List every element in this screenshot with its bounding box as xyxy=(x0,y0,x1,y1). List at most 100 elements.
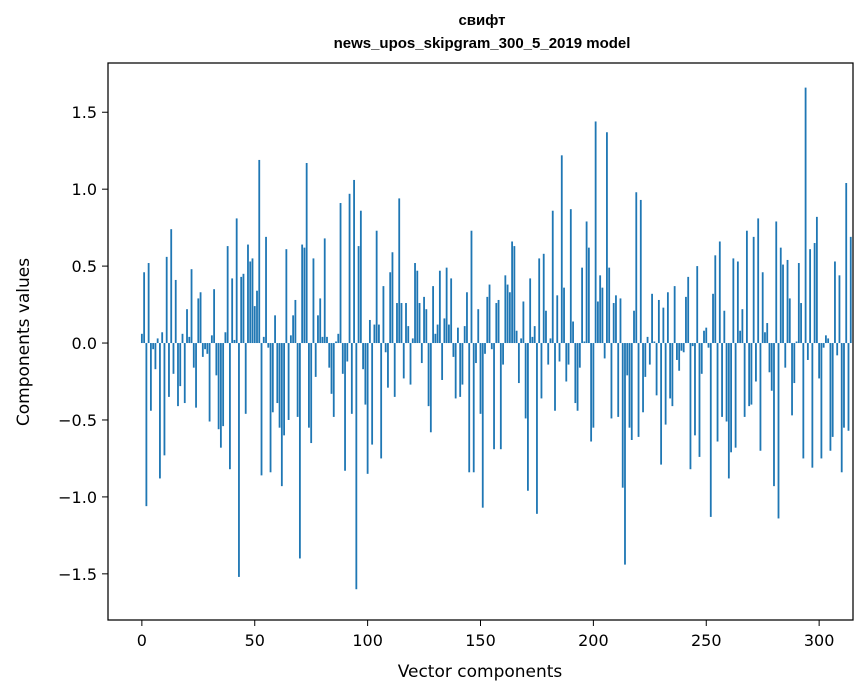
x-tick-label: 150 xyxy=(465,631,496,650)
bar-139 xyxy=(454,343,457,399)
bar-261 xyxy=(730,343,732,453)
bar-107 xyxy=(382,286,385,344)
bar-132 xyxy=(438,270,441,344)
bar-312 xyxy=(845,183,848,344)
bar-195 xyxy=(581,267,583,344)
bar-163 xyxy=(508,292,511,344)
bar-214 xyxy=(624,343,626,565)
y-tick-label: −1.5 xyxy=(58,565,97,584)
bar-270 xyxy=(750,343,753,405)
bar-5 xyxy=(152,343,155,350)
bar-292 xyxy=(800,303,802,344)
bar-17 xyxy=(179,343,182,387)
bar-49 xyxy=(251,258,254,344)
y-axis-ticks: −1.5 −1.0 −0.5 0.0 0.5 1.0 1.5 xyxy=(58,103,108,584)
bar-218 xyxy=(633,310,635,344)
bar-153 xyxy=(486,296,489,344)
bar-164 xyxy=(511,241,514,344)
bar-0 xyxy=(140,333,143,344)
bar-228 xyxy=(655,343,658,396)
bar-258 xyxy=(723,310,726,344)
bar-176 xyxy=(538,258,541,344)
bar-59 xyxy=(274,315,276,344)
bar-104 xyxy=(375,230,378,344)
bar-207 xyxy=(608,267,611,344)
bar-8 xyxy=(159,343,161,479)
y-tick-label: 0.0 xyxy=(72,334,97,353)
bar-245 xyxy=(694,343,696,436)
bar-141 xyxy=(459,343,462,397)
bar-124 xyxy=(420,343,423,364)
bar-19 xyxy=(183,343,186,404)
bar-203 xyxy=(599,275,602,344)
bar-42 xyxy=(235,218,238,344)
chart-title-line-2: news_upos_skipgram_300_5_2019 model xyxy=(334,35,631,52)
bar-13 xyxy=(170,229,173,344)
bar-286 xyxy=(786,259,789,344)
bar-93 xyxy=(350,343,353,414)
bar-310 xyxy=(840,343,843,473)
bar-247 xyxy=(698,343,701,457)
bar-30 xyxy=(208,343,211,422)
bar-308 xyxy=(836,343,839,356)
bar-224 xyxy=(646,336,649,344)
bar-116 xyxy=(402,343,405,379)
bar-111 xyxy=(391,252,394,344)
bar-39 xyxy=(229,343,231,470)
bar-219 xyxy=(635,192,638,344)
bar-80 xyxy=(321,336,324,344)
bar-57 xyxy=(269,343,272,473)
bar-71 xyxy=(301,244,304,344)
bar-96 xyxy=(357,246,360,344)
bar-16 xyxy=(177,343,179,407)
x-axis-ticks: 0 50 100 150 200 250 300 xyxy=(137,620,834,650)
bar-35 xyxy=(219,343,222,448)
bar-227 xyxy=(653,341,656,344)
x-tick-label: 50 xyxy=(245,631,265,650)
bar-299 xyxy=(815,216,818,344)
bar-275 xyxy=(761,272,764,344)
bar-85 xyxy=(332,343,335,417)
bar-303 xyxy=(825,335,827,344)
y-tick-label: 1.5 xyxy=(72,103,97,122)
bar-149 xyxy=(477,309,480,344)
bar-118 xyxy=(407,326,410,344)
bar-242 xyxy=(687,276,690,344)
bar-126 xyxy=(425,309,428,344)
bar-241 xyxy=(685,296,687,344)
bar-44 xyxy=(240,276,243,344)
bar-194 xyxy=(578,343,581,368)
bar-131 xyxy=(436,324,439,344)
bar-89 xyxy=(341,343,344,374)
bar-208 xyxy=(610,343,613,419)
bar-77 xyxy=(314,343,317,377)
bar-75 xyxy=(310,343,313,444)
bar-1 xyxy=(143,272,146,344)
bar-181 xyxy=(549,338,552,344)
bar-165 xyxy=(513,246,516,344)
bar-179 xyxy=(545,310,547,344)
bar-series xyxy=(140,87,852,590)
bar-199 xyxy=(590,343,593,442)
bar-289 xyxy=(793,343,796,384)
bar-239 xyxy=(680,343,683,351)
bar-232 xyxy=(664,343,667,425)
bar-229 xyxy=(657,299,660,344)
bar-205 xyxy=(603,343,606,359)
bar-152 xyxy=(484,343,486,354)
bar-55 xyxy=(265,236,267,344)
bar-166 xyxy=(515,330,518,344)
bar-298 xyxy=(813,243,816,344)
bar-78 xyxy=(317,315,319,344)
bar-250 xyxy=(705,327,708,344)
bar-81 xyxy=(323,238,326,344)
bar-277 xyxy=(766,323,769,344)
bar-157 xyxy=(495,303,498,344)
bar-102 xyxy=(371,343,374,445)
y-tick-label: 0.5 xyxy=(72,257,97,276)
bar-197 xyxy=(585,221,588,344)
bar-278 xyxy=(768,343,771,373)
bar-291 xyxy=(797,263,800,344)
bar-253 xyxy=(712,293,714,344)
